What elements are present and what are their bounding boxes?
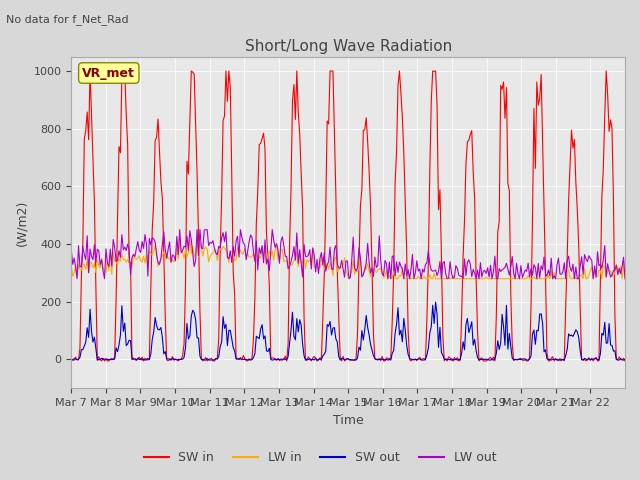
Y-axis label: (W/m2): (W/m2) [15, 199, 28, 246]
SW out [620, 357, 627, 363]
Line: LW in: LW in [71, 239, 625, 279]
LW out [73, 276, 81, 282]
SW in [620, 355, 627, 361]
LW out [621, 276, 629, 282]
Line: LW out: LW out [71, 229, 625, 279]
LW in [67, 263, 75, 269]
SW out [432, 299, 440, 305]
SW out [621, 356, 629, 362]
LW in [186, 236, 194, 241]
LW out [355, 245, 363, 251]
LW out [465, 257, 473, 263]
LW in [354, 269, 362, 275]
LW in [465, 276, 473, 282]
SW in [621, 358, 629, 364]
LW out [105, 264, 113, 269]
SW in [106, 356, 114, 362]
SW in [98, 358, 106, 364]
LW in [547, 268, 555, 274]
LW in [384, 276, 392, 282]
SW in [547, 355, 555, 361]
Line: SW out: SW out [71, 302, 625, 360]
SW out [354, 355, 362, 361]
SW in [88, 111, 95, 117]
SW out [88, 328, 95, 334]
SW out [465, 330, 473, 336]
LW in [620, 261, 627, 266]
LW out [547, 255, 555, 261]
SW out [105, 357, 113, 362]
SW in [86, 68, 94, 74]
SW in [465, 137, 473, 143]
LW in [104, 257, 111, 263]
Text: VR_met: VR_met [83, 67, 135, 80]
Text: No data for f_Net_Rad: No data for f_Net_Rad [6, 14, 129, 25]
Legend: SW in, LW in, SW out, LW out: SW in, LW in, SW out, LW out [138, 446, 502, 469]
LW in [621, 276, 629, 282]
SW out [67, 357, 75, 362]
SW in [67, 356, 75, 361]
LW out [88, 253, 95, 259]
LW out [620, 254, 627, 260]
LW out [176, 227, 184, 232]
X-axis label: Time: Time [333, 414, 364, 427]
SW out [69, 357, 77, 363]
LW in [86, 260, 94, 266]
SW out [547, 357, 555, 363]
Line: SW in: SW in [71, 71, 625, 361]
SW in [355, 260, 363, 265]
LW out [67, 247, 75, 253]
Title: Short/Long Wave Radiation: Short/Long Wave Radiation [244, 39, 452, 54]
